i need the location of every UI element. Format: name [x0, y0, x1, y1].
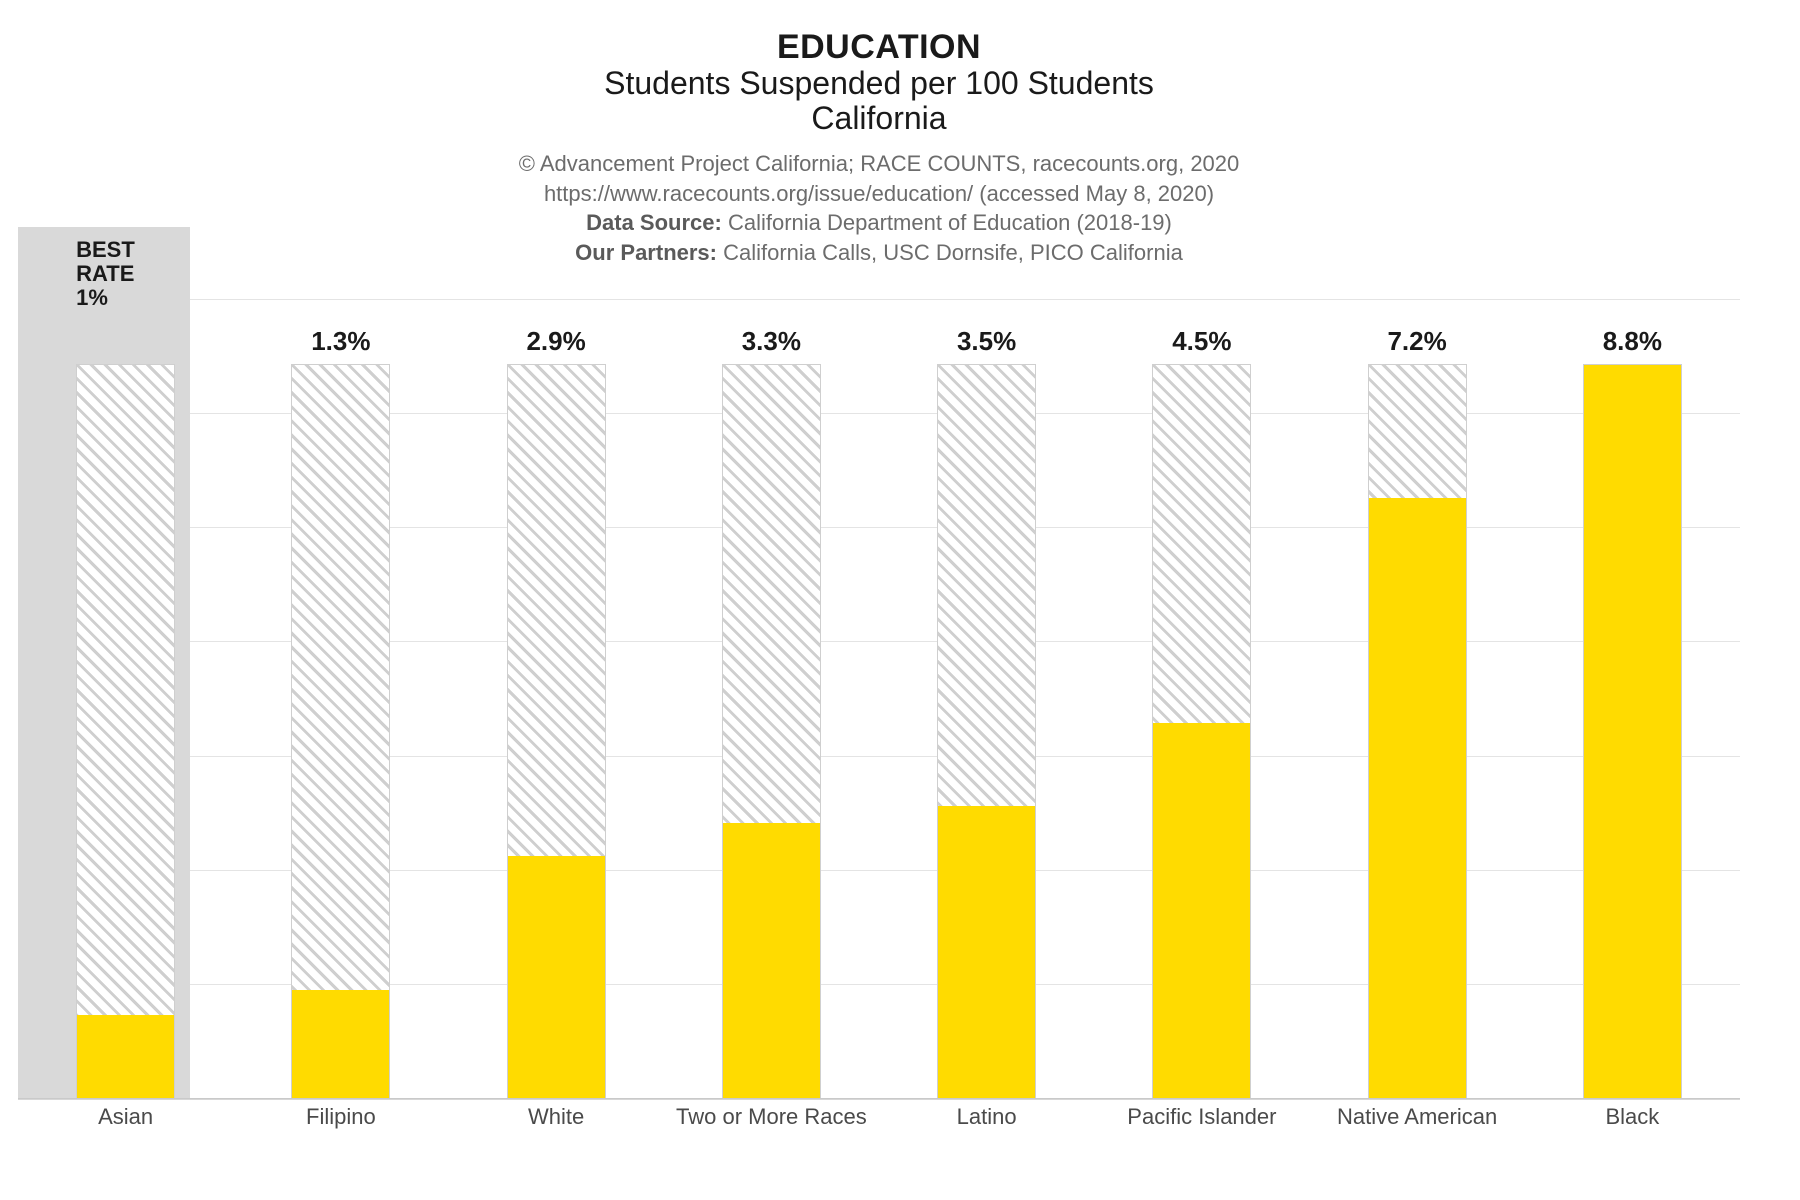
bar-fill: [508, 856, 605, 1098]
title-line-1: EDUCATION: [18, 28, 1740, 67]
x-axis-label: Native American: [1310, 1104, 1525, 1182]
bar-group: BESTRATE1%: [18, 300, 233, 1099]
x-axis-label: Pacific Islander: [1094, 1104, 1309, 1182]
bar-group: 3.3%: [664, 300, 879, 1099]
credit-label: Our Partners:: [575, 240, 717, 265]
credit-label: Data Source:: [586, 210, 722, 235]
bar-group: 1.3%: [233, 300, 448, 1099]
bar-value-label: 3.5%: [890, 326, 1084, 357]
credit-line: Our Partners: California Calls, USC Dorn…: [18, 238, 1740, 268]
bar-fill: [292, 990, 389, 1098]
credit-line: © Advancement Project California; RACE C…: [18, 149, 1740, 179]
bar-fill: [77, 1015, 174, 1098]
bar-value-label: 7.2%: [1320, 326, 1514, 357]
chart-container: EDUCATION Students Suspended per 100 Stu…: [0, 0, 1800, 1200]
bar-outer: 1.3%: [291, 364, 390, 1099]
bar-group: 4.5%: [1094, 300, 1309, 1099]
bar-group: 3.5%: [879, 300, 1094, 1099]
credit-text: California Department of Education (2018…: [722, 210, 1172, 235]
bar-value-label: 3.3%: [674, 326, 868, 357]
x-axis: [18, 1098, 1740, 1099]
credits-block: © Advancement Project California; RACE C…: [18, 149, 1740, 268]
title-line-3: California: [18, 100, 1740, 137]
plot-area: BESTRATE1% 1.3% 2.9% 3.3% 3.5% 4.5% 7.2% 8.8%: [18, 300, 1740, 1100]
bars-row: BESTRATE1% 1.3% 2.9% 3.3% 3.5% 4.5% 7.2% 8.8%: [18, 300, 1740, 1099]
bar-outer: 2.9%: [507, 364, 606, 1099]
credit-line: Data Source: California Department of Ed…: [18, 208, 1740, 238]
bar-value-label: 2.9%: [459, 326, 653, 357]
credit-text: California Calls, USC Dornsife, PICO Cal…: [717, 240, 1183, 265]
bar-group: 2.9%: [449, 300, 664, 1099]
plot-inner: BESTRATE1% 1.3% 2.9% 3.3% 3.5% 4.5% 7.2% 8.8%: [18, 300, 1740, 1100]
best-rate-line: RATE: [76, 262, 135, 286]
bar-outer: 4.5%: [1152, 364, 1251, 1099]
best-rate-line: 1%: [76, 286, 135, 310]
bar-fill: [723, 823, 820, 1098]
credit-line: https://www.racecounts.org/issue/educati…: [18, 179, 1740, 209]
bar-value-label: 8.8%: [1535, 326, 1729, 357]
x-axis-label: Latino: [879, 1104, 1094, 1182]
x-axis-label: Asian: [18, 1104, 233, 1182]
x-labels: AsianFilipinoWhiteTwo or More RacesLatin…: [18, 1104, 1740, 1182]
bar-group: 7.2%: [1310, 300, 1525, 1099]
bar-fill: [1153, 723, 1250, 1098]
x-axis-label: White: [449, 1104, 664, 1182]
bar-outer: 8.8%: [1583, 364, 1682, 1099]
x-axis-label: Black: [1525, 1104, 1740, 1182]
title-line-2: Students Suspended per 100 Students: [18, 65, 1740, 102]
bar-fill: [1369, 498, 1466, 1098]
x-axis-label: Two or More Races: [664, 1104, 879, 1182]
bar-fill: [938, 806, 1035, 1098]
bar-group: 8.8%: [1525, 300, 1740, 1099]
x-axis-label: Filipino: [233, 1104, 448, 1182]
bar-outer: 3.3%: [722, 364, 821, 1099]
bar-outer: 7.2%: [1368, 364, 1467, 1099]
bar-fill: [1584, 365, 1681, 1098]
best-rate-label: BESTRATE1%: [76, 238, 135, 311]
best-rate-line: BEST: [76, 238, 135, 262]
title-block: EDUCATION Students Suspended per 100 Stu…: [18, 28, 1740, 137]
bar-value-label: 4.5%: [1105, 326, 1299, 357]
bar-value-label: 1.3%: [244, 326, 438, 357]
bar-outer: 3.5%: [937, 364, 1036, 1099]
bar-outer: [76, 364, 175, 1099]
